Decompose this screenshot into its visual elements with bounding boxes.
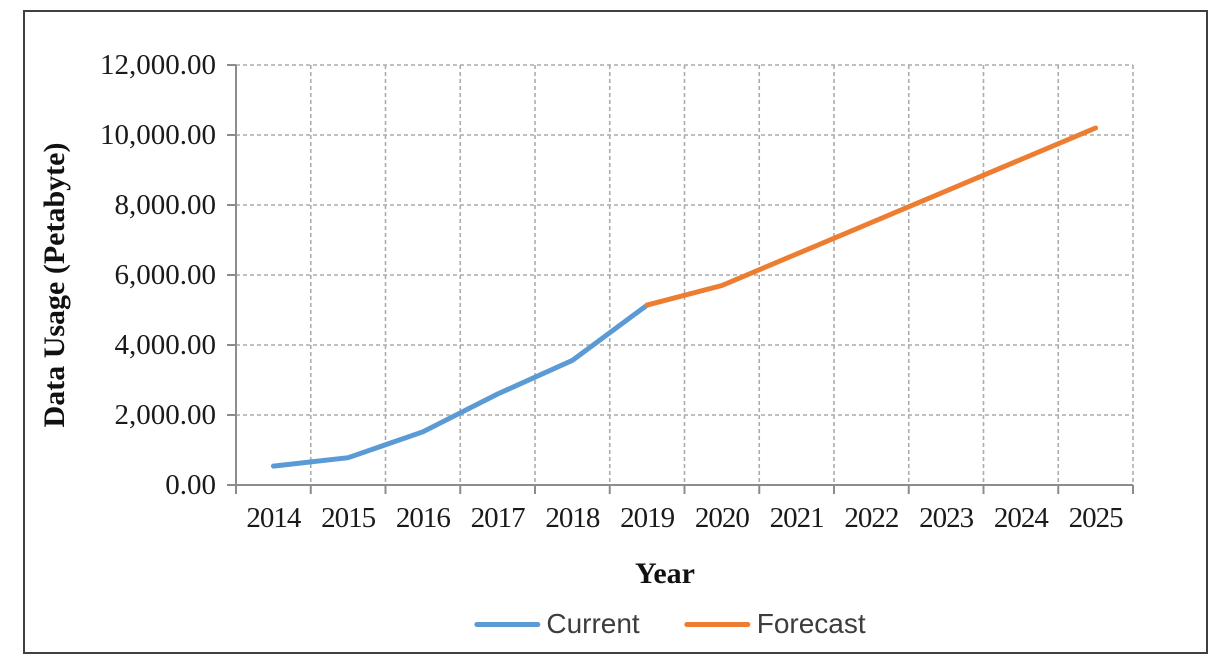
x-tick-label: 2020 [694,502,750,534]
chart-border [23,10,1208,654]
legend-label-current: Current [546,608,640,639]
plot-svg [227,64,1134,494]
y-tick-label: 8,000.00 [114,189,217,221]
plot-area: 0.00 2,000.00 4,000.00 6,000.00 8,000.00 10,0… [100,49,1134,534]
x-tick-label: 2023 [919,502,974,534]
forecast-line-swatch [684,621,751,627]
y-tick-label: 10,000.00 [100,119,216,151]
x-tick-label: 2018 [545,502,600,534]
legend-item-forecast: Forecast [684,606,866,642]
x-tick-label: 2024 [993,502,1049,534]
x-tick-label: 2021 [769,502,825,534]
legend: Current Forecast [474,606,866,642]
current-series-line [270,302,650,469]
y-tick-label: 4,000.00 [114,329,217,361]
y-tick-label: 12,000.00 [100,49,216,81]
x-tick-label: 2022 [844,502,899,534]
x-tick-label: 2016 [395,502,451,534]
legend-item-current: Current [474,606,640,642]
x-tick-label: 2015 [321,502,376,534]
forecast-series-line [644,125,1099,308]
x-tick-label: 2025 [1068,502,1124,534]
x-tick-label: 2019 [620,502,675,534]
y-tick-label: 6,000.00 [114,259,217,291]
x-axis-title: Year [635,557,695,590]
x-tick-label: 2017 [470,502,526,534]
y-tick-label: 2,000.00 [114,399,217,431]
y-tick-label: 0.00 [165,469,216,501]
current-line-swatch [474,621,541,627]
legend-label-forecast: Forecast [756,608,866,639]
x-tick-label: 2014 [246,502,301,534]
